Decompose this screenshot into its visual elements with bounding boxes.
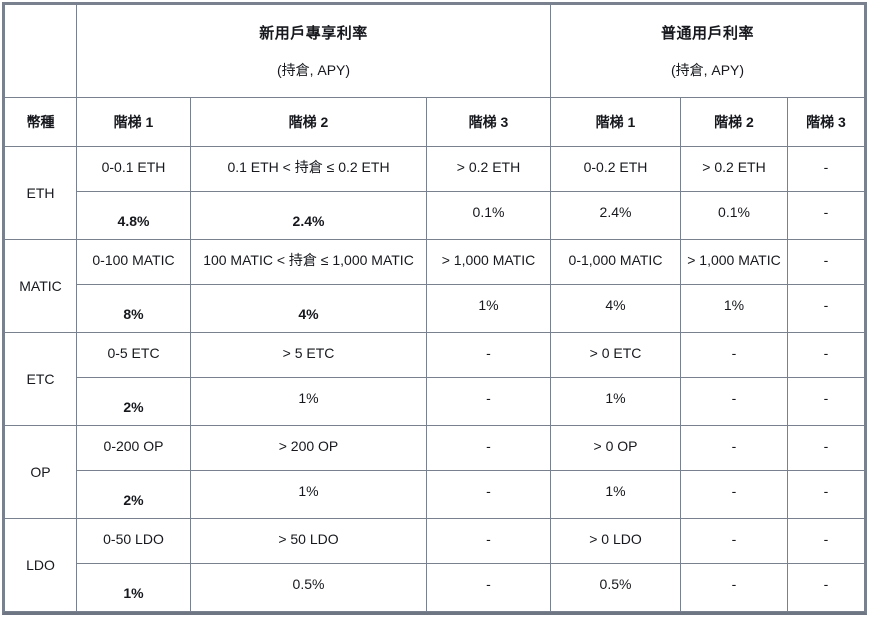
range-cell: 0-0.1 ETH <box>76 146 191 192</box>
tier-header: 階梯 3 <box>786 97 866 147</box>
value-cell: 1% <box>76 563 191 612</box>
range-cell: 0-200 OP <box>76 425 191 471</box>
currency-cell: LDO <box>4 518 77 612</box>
currency-column-header: 幣種 <box>4 97 77 147</box>
table-row-ldo-ranges: LDO 0-50 LDO > 50 LDO - > 0 LDO - - <box>4 518 866 612</box>
table-row-matic-values: 8% 4% 1% 4% 1% - <box>5 284 866 333</box>
value-cell: - <box>786 470 866 519</box>
value-cell: - <box>426 470 551 519</box>
range-cell: > 5 ETC <box>190 332 427 378</box>
range-cell: > 0.2 ETH <box>680 146 788 192</box>
range-cell: > 0 ETC <box>550 332 681 378</box>
range-cell: 0-0.2 ETH <box>550 146 681 192</box>
value-cell: 0.1% <box>680 191 788 240</box>
range-cell: - <box>426 425 551 471</box>
header-group-regular-user: 普通用戶利率 (持倉, APY) <box>549 4 866 98</box>
rates-table-container: 新用戶專享利率 (持倉, APY) 普通用戶利率 (持倉, APY) 幣種 階梯… <box>2 2 868 615</box>
value-cell: 4% <box>550 284 681 333</box>
table-row-eth-values: 4.8% 2.4% 0.1% 2.4% 0.1% - <box>5 191 866 240</box>
range-cell: 0.1 ETH < 持倉 ≤ 0.2 ETH <box>190 146 427 192</box>
value-cell: - <box>426 563 551 612</box>
value-cell: - <box>426 377 551 426</box>
range-cell: - <box>680 518 788 564</box>
tier-header: 階梯 1 <box>76 97 191 147</box>
value-cell: 1% <box>550 377 681 426</box>
currency-cell: ETH <box>4 146 77 240</box>
value-cell: 0.1% <box>426 191 551 240</box>
range-cell: > 1,000 MATIC <box>426 239 551 285</box>
range-cell: - <box>786 425 866 471</box>
range-cell: - <box>426 518 551 564</box>
rates-table: 新用戶專享利率 (持倉, APY) 普通用戶利率 (持倉, APY) 幣種 階梯… <box>4 4 866 612</box>
value-cell: - <box>786 284 866 333</box>
range-cell: > 50 LDO <box>190 518 427 564</box>
table-row-etc-values: 2% 1% - 1% - - <box>5 377 866 426</box>
range-cell: - <box>786 146 866 192</box>
header-group-new-user: 新用戶專享利率 (持倉, APY) <box>76 4 551 98</box>
new-user-rate-subtitle: (持倉, APY) <box>276 62 351 78</box>
value-cell: 1% <box>190 470 427 519</box>
range-cell: - <box>786 239 866 285</box>
value-cell: - <box>786 191 866 240</box>
value-cell: - <box>786 563 866 612</box>
value-cell: 1% <box>426 284 551 333</box>
new-user-rate-title: 新用戶專享利率 <box>259 25 368 42</box>
range-cell: 0-50 LDO <box>76 518 191 564</box>
range-cell: 100 MATIC < 持倉 ≤ 1,000 MATIC <box>190 239 427 285</box>
value-cell: 0.5% <box>190 563 427 612</box>
range-cell: > 200 OP <box>190 425 427 471</box>
currency-cell: MATIC <box>4 239 77 333</box>
range-cell: > 0 OP <box>550 425 681 471</box>
table-row-ldo-values: 1% 0.5% - 0.5% - - <box>5 563 866 612</box>
value-cell: 2% <box>76 377 191 426</box>
value-cell: - <box>680 563 788 612</box>
value-cell: - <box>680 470 788 519</box>
value-cell: - <box>786 377 866 426</box>
range-cell: > 1,000 MATIC <box>680 239 788 285</box>
value-cell: - <box>680 377 788 426</box>
tier-header: 階梯 1 <box>550 97 681 147</box>
value-cell: 8% <box>76 284 191 333</box>
range-cell: 0-5 ETC <box>76 332 191 378</box>
regular-user-rate-title: 普通用戶利率 <box>661 25 755 42</box>
table-row-matic-ranges: MATIC 0-100 MATIC 100 MATIC < 持倉 ≤ 1,000… <box>4 239 866 333</box>
value-cell: 4% <box>190 284 427 333</box>
tier-header: 階梯 2 <box>680 97 788 147</box>
value-cell: 1% <box>680 284 788 333</box>
header-empty-cell <box>4 4 77 98</box>
table-row-op-ranges: OP 0-200 OP > 200 OP - > 0 OP - - <box>4 425 866 519</box>
range-cell: - <box>786 518 866 564</box>
value-cell: 2.4% <box>190 191 427 240</box>
value-cell: 2% <box>76 470 191 519</box>
currency-cell: ETC <box>4 332 77 426</box>
table-row-op-values: 2% 1% - 1% - - <box>5 470 866 519</box>
value-cell: 0.5% <box>550 563 681 612</box>
range-cell: - <box>680 425 788 471</box>
tier-header: 階梯 3 <box>426 97 551 147</box>
value-cell: 1% <box>190 377 427 426</box>
range-cell: 0-1,000 MATIC <box>550 239 681 285</box>
range-cell: 0-100 MATIC <box>76 239 191 285</box>
value-cell: 1% <box>550 470 681 519</box>
range-cell: - <box>426 332 551 378</box>
range-cell: > 0.2 ETH <box>426 146 551 192</box>
table-row-eth-ranges: ETH 0-0.1 ETH 0.1 ETH < 持倉 ≤ 0.2 ETH > 0… <box>4 146 866 240</box>
value-cell: 2.4% <box>550 191 681 240</box>
regular-user-rate-subtitle: (持倉, APY) <box>670 62 745 78</box>
currency-cell: OP <box>4 425 77 519</box>
range-cell: > 0 LDO <box>550 518 681 564</box>
range-cell: - <box>680 332 788 378</box>
table-row-etc-ranges: ETC 0-5 ETC > 5 ETC - > 0 ETC - - <box>4 332 866 426</box>
value-cell: 4.8% <box>76 191 191 240</box>
range-cell: - <box>786 332 866 378</box>
tier-header: 階梯 2 <box>190 97 427 147</box>
